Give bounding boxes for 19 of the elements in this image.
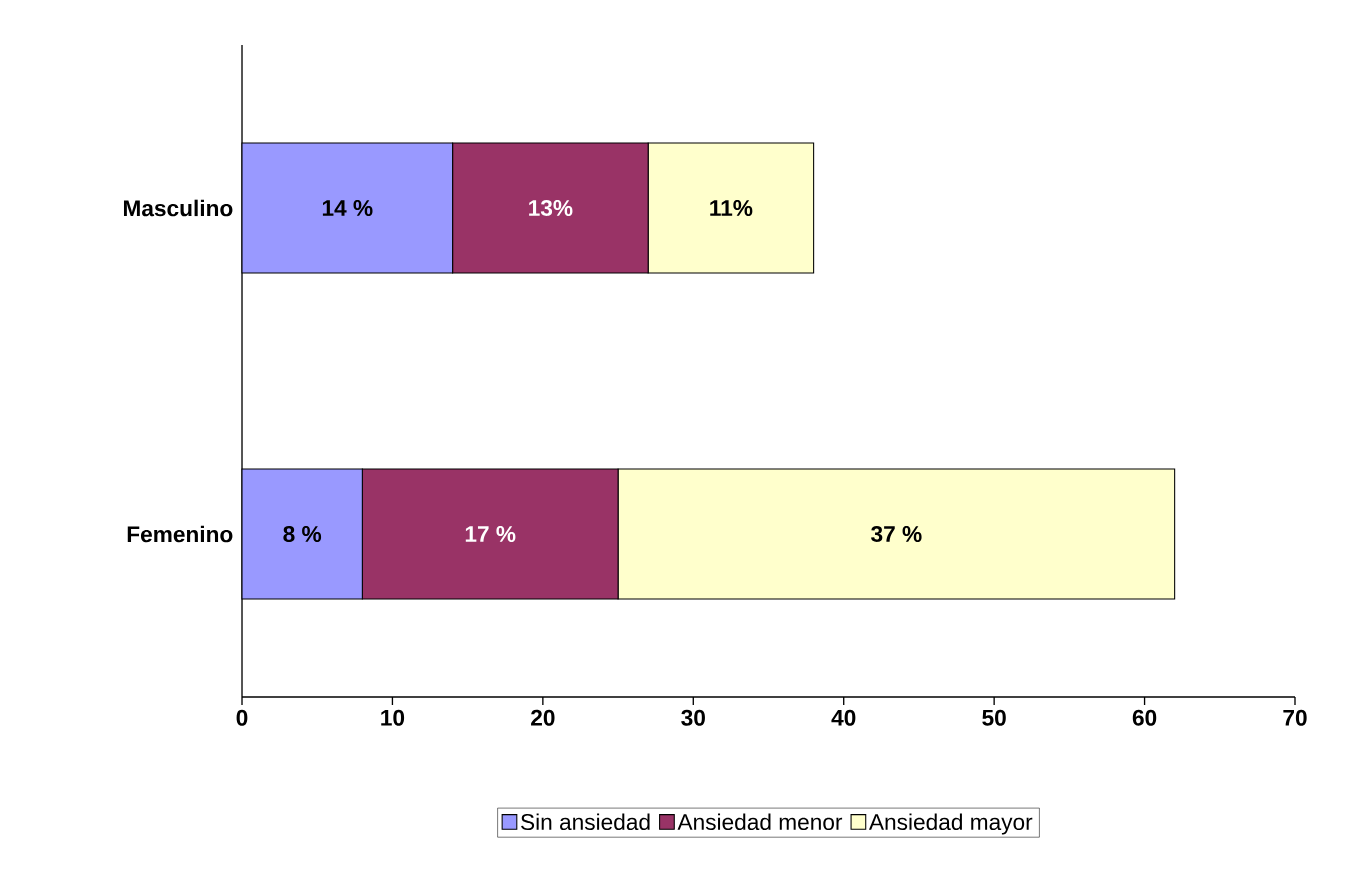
x-tick-label: 20: [531, 709, 555, 726]
x-tick-label: 50: [982, 709, 1006, 726]
x-tick-label: 0: [236, 709, 248, 726]
data-label: 14 %: [322, 200, 373, 216]
data-label: 11%: [710, 200, 753, 216]
x-tick-label: 10: [381, 709, 405, 726]
x-tick-label: 40: [831, 709, 856, 726]
data-label: 8 %: [283, 525, 322, 543]
x-tick-label: 70: [1283, 709, 1307, 726]
legend-label: Sin ansiedad: [521, 813, 650, 831]
y-tick-label: Femenino: [127, 525, 233, 543]
data-label: 37 %: [871, 525, 922, 543]
x-tick-label: 30: [681, 709, 705, 726]
legend-label: Ansiedad mayor: [868, 813, 1033, 835]
legend-label: Ansiedad menor: [677, 813, 843, 831]
y-tick-label: Masculino: [123, 199, 233, 217]
data-label: 13%: [529, 199, 573, 217]
data-label: 17 %: [465, 526, 516, 542]
x-tick-label: 60: [1132, 709, 1157, 726]
